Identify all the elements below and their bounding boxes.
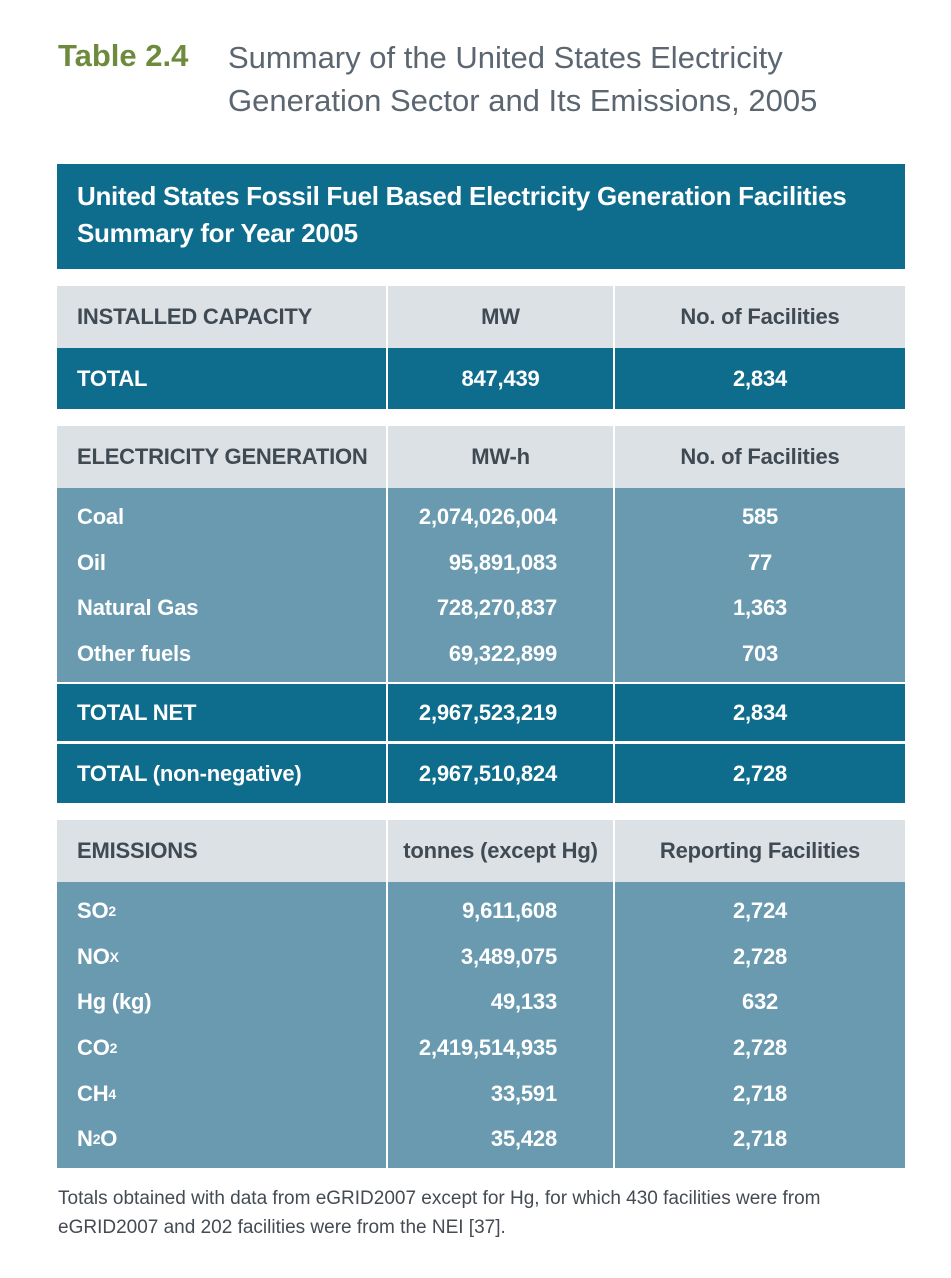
reporting-facilities: 2,724 bbox=[732, 898, 788, 923]
row-count: 2,728 bbox=[615, 744, 905, 803]
emission-value: 3,489,075 bbox=[460, 944, 557, 969]
total-nonnegative-row: TOTAL (non-negative) 2,967,510,824 2,728 bbox=[57, 744, 905, 803]
table-row-label: Other fuels bbox=[77, 641, 191, 666]
column-header: INSTALLED CAPACITY bbox=[57, 286, 386, 348]
pollutant-label: CO 2 bbox=[77, 1035, 118, 1060]
pollutant-label: CH 4 bbox=[77, 1081, 116, 1106]
column-header: MW bbox=[388, 286, 613, 348]
table-row-label: Natural Gas bbox=[77, 595, 199, 620]
row-count: 2,834 bbox=[615, 348, 905, 409]
generation-rows: Coal Oil Natural Gas Other fuels 2,074,0… bbox=[57, 488, 905, 682]
column-header: ELECTRICITY GENERATION bbox=[57, 426, 386, 488]
table-row-value: 95,891,083 bbox=[448, 550, 557, 575]
row-label: TOTAL bbox=[57, 348, 386, 409]
column-header: Reporting Facilities bbox=[615, 820, 905, 882]
emission-value: 9,611,608 bbox=[462, 898, 557, 923]
pollutant-label: NO X bbox=[77, 944, 119, 969]
reporting-facilities: 2,728 bbox=[732, 944, 788, 969]
table-row-count: 703 bbox=[741, 641, 779, 666]
table-number: Table 2.4 bbox=[58, 38, 189, 73]
column-header: tonnes (except Hg) bbox=[388, 820, 613, 882]
table-row-value: 728,270,837 bbox=[436, 595, 557, 620]
capacity-total-row: TOTAL 847,439 2,834 bbox=[57, 348, 905, 409]
reporting-facilities: 632 bbox=[741, 989, 779, 1014]
banner-title: United States Fossil Fuel Based Electric… bbox=[77, 181, 847, 248]
reporting-facilities: 2,718 bbox=[732, 1126, 788, 1151]
table-row-label: Coal bbox=[77, 504, 124, 529]
table-row-count: 1,363 bbox=[732, 595, 788, 620]
emission-value: 2,419,514,935 bbox=[418, 1035, 557, 1060]
table-footnote: Totals obtained with data from eGRID2007… bbox=[58, 1188, 821, 1238]
pollutant-label: Hg (kg) bbox=[77, 989, 152, 1014]
table-row-count: 585 bbox=[741, 504, 779, 529]
reporting-facilities: 2,718 bbox=[732, 1081, 788, 1106]
table-banner: United States Fossil Fuel Based Electric… bbox=[57, 164, 905, 269]
table-row-label: Oil bbox=[77, 550, 106, 575]
column-header: No. of Facilities bbox=[615, 426, 905, 488]
emission-value: 33,591 bbox=[490, 1081, 557, 1106]
row-count: 2,834 bbox=[615, 684, 905, 741]
table-row-value: 69,322,899 bbox=[448, 641, 557, 666]
emissions-header-row: EMISSIONS tonnes (except Hg) Reporting F… bbox=[57, 820, 905, 882]
column-header: EMISSIONS bbox=[57, 820, 386, 882]
table-row-value: 2,074,026,004 bbox=[418, 504, 557, 529]
emission-value: 35,428 bbox=[490, 1126, 557, 1151]
row-value: 847,439 bbox=[388, 348, 613, 409]
table-row-count: 77 bbox=[747, 550, 773, 575]
generation-header-row: ELECTRICITY GENERATION MW-h No. of Facil… bbox=[57, 426, 905, 488]
emission-value: 49,133 bbox=[490, 989, 557, 1014]
capacity-header-row: INSTALLED CAPACITY MW No. of Facilities bbox=[57, 286, 905, 348]
row-value: 2,967,510,824 bbox=[388, 744, 613, 803]
reporting-facilities: 2,728 bbox=[732, 1035, 788, 1060]
column-header: MW-h bbox=[388, 426, 613, 488]
pollutant-label: SO 2 bbox=[77, 898, 116, 923]
row-label: TOTAL (non-negative) bbox=[57, 744, 386, 803]
table-title: Summary of the United States Electricity… bbox=[228, 40, 818, 118]
column-header: No. of Facilities bbox=[615, 286, 905, 348]
total-net-row: TOTAL NET 2,967,523,219 2,834 bbox=[57, 684, 905, 741]
row-label: TOTAL NET bbox=[57, 684, 386, 741]
row-value: 2,967,523,219 bbox=[388, 684, 613, 741]
